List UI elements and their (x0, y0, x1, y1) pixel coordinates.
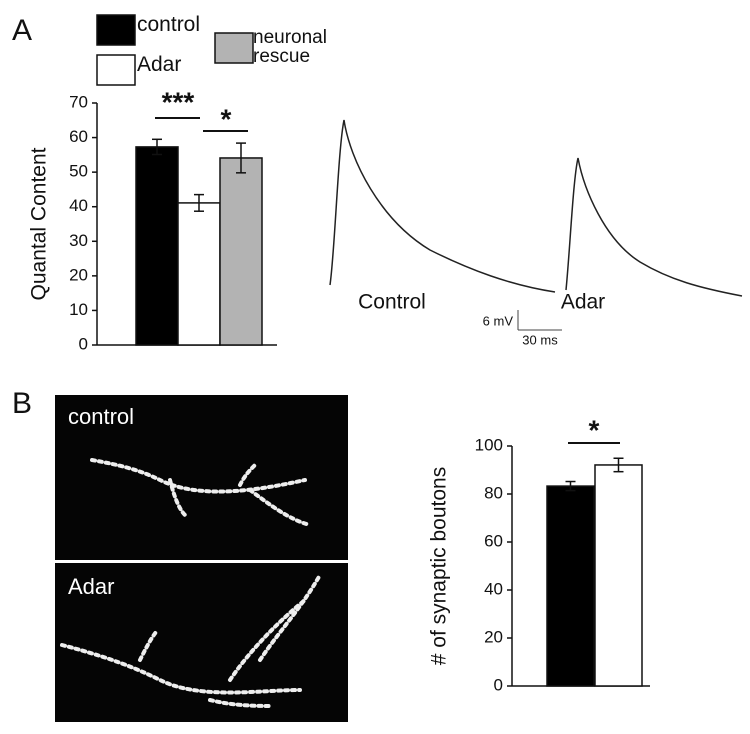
bar (177, 202, 221, 346)
y-tick-label: 0 (494, 675, 503, 694)
y-tick-label: 0 (79, 334, 88, 353)
y-tick-label: 30 (69, 231, 88, 250)
scale-label: 6 mV (483, 313, 514, 328)
legend-label: Adar (137, 53, 182, 76)
y-tick-label: 20 (69, 265, 88, 284)
y-tick-label: 70 (69, 92, 88, 111)
trace-label: Adar (561, 291, 605, 314)
legend-label: control (137, 13, 201, 36)
legend-swatch (96, 54, 136, 86)
micrograph-label: control (68, 404, 134, 429)
panel-label: B (12, 387, 32, 420)
micrograph (55, 563, 348, 722)
y-tick-label: 50 (69, 162, 88, 181)
y-tick-label: 20 (484, 627, 503, 646)
y-tick-label: 80 (484, 483, 503, 502)
y-tick-label: 60 (69, 127, 88, 146)
y-tick-label: 40 (484, 579, 503, 598)
scale-label: 30 ms (522, 332, 558, 347)
bar (594, 464, 643, 687)
y-tick-label: 60 (484, 531, 503, 550)
significance-label: * (589, 414, 600, 445)
micrograph (55, 395, 348, 560)
trace (565, 157, 743, 297)
significance-label: * (221, 103, 232, 134)
bar (135, 146, 179, 346)
micrograph-label: Adar (68, 574, 114, 599)
trace (329, 119, 556, 293)
nmj-branches (60, 458, 322, 708)
y-tick-label: 100 (475, 435, 503, 454)
y-axis-label: # of synaptic boutons (428, 467, 451, 665)
bar (219, 157, 263, 346)
y-tick-label: 40 (69, 196, 88, 215)
bar (546, 485, 595, 687)
legend-swatch (214, 32, 254, 64)
panel-label: A (12, 14, 32, 47)
significance-label: *** (162, 86, 195, 117)
legend-label: neuronal rescue (253, 27, 327, 67)
trace-label: Control (358, 291, 426, 314)
y-axis-label: Quantal Content (28, 147, 51, 300)
y-tick-label: 10 (69, 300, 88, 319)
legend-swatch (96, 14, 136, 46)
